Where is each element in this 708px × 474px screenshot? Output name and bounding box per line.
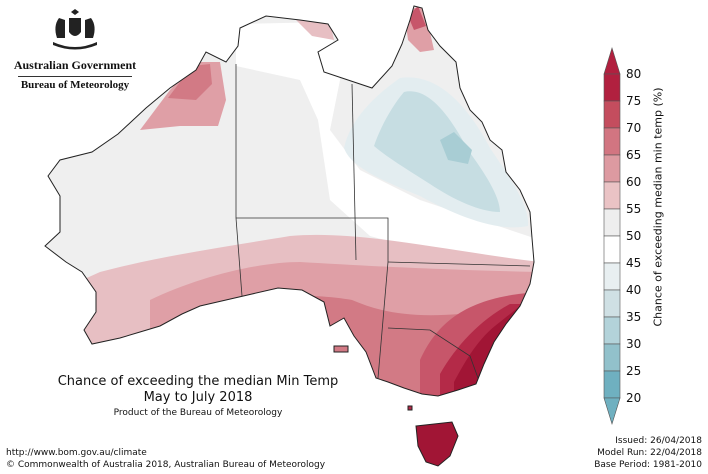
footer-left: http://www.bom.gov.au/climate © Commonwe…: [6, 447, 325, 471]
government-logo: Australian Government Bureau of Meteorol…: [10, 8, 140, 91]
legend-swatch: [603, 316, 621, 345]
border-nt-qld: [351, 83, 357, 261]
caption-title: Chance of exceeding the median Min Temp: [57, 374, 339, 389]
zone-50-55-north: [236, 22, 534, 266]
coat-of-arms-icon: [53, 9, 97, 50]
legend-tick-label: 35: [626, 310, 641, 324]
footer-model-run: Model Run: 22/04/2018: [597, 448, 702, 458]
legend-swatch: [603, 289, 621, 318]
legend-tick-label: 25: [626, 364, 641, 378]
legend-swatch: [603, 100, 621, 129]
legend-tick-label: 50: [626, 229, 641, 243]
legend-tick-label: 60: [626, 175, 641, 189]
government-label: Australian Government: [13, 58, 137, 72]
legend-swatch: [603, 73, 621, 102]
footer-url: http://www.bom.gov.au/climate: [6, 448, 147, 458]
legend-tick-label: 20: [626, 391, 641, 405]
legend-swatch: [603, 262, 621, 291]
logo-divider: [18, 76, 132, 77]
legend-tick-label: 55: [626, 202, 641, 216]
border-nt-sa: [236, 217, 389, 262]
border-nsw-vic: [387, 327, 479, 379]
footer-issued: Issued: 26/04/2018: [615, 436, 702, 446]
map-caption: Chance of exceeding the median Min Temp …: [20, 374, 376, 418]
kangaroo-island: [333, 345, 349, 353]
tasmania-island: [415, 421, 459, 467]
legend-swatch: [603, 154, 621, 183]
zone-55-60-top: [296, 20, 334, 40]
legend-tick-label: 30: [626, 337, 641, 351]
zone-30-35: [440, 132, 472, 164]
legend-swatch: [603, 370, 621, 399]
legend-tick-label: 70: [626, 121, 641, 135]
legend-arrow-up: [603, 46, 621, 75]
zone-35-40: [374, 91, 500, 212]
king-island: [407, 405, 413, 411]
legend-swatch: [603, 181, 621, 210]
legend-axis-label: Chance of exceeding median min temp (%): [651, 87, 665, 327]
zone-65-70-north-west: [168, 64, 212, 100]
border-sa-nsw: [387, 261, 531, 267]
legend-swatch: [603, 235, 621, 264]
legend-swatch: [603, 343, 621, 372]
bureau-label: Bureau of Meteorology: [20, 79, 130, 91]
state-borders: [235, 64, 531, 379]
legend-scale-bar: [603, 46, 621, 426]
caption-product: Product of the Bureau of Meteorology: [113, 408, 283, 418]
border-sa-vic: [377, 261, 389, 379]
footer-copyright: © Commonwealth of Australia 2018, Austra…: [6, 460, 326, 470]
footer-base-period: Base Period: 1981-2010: [594, 460, 702, 470]
legend-swatch: [603, 208, 621, 237]
legend-tick-labels: 80 75 70 65 60 55 50 45 40 35 30 25 20: [626, 67, 641, 405]
legend-tick-label: 75: [626, 94, 641, 108]
legend-arrow-down: [603, 397, 621, 426]
legend-swatch: [603, 127, 621, 156]
legend-tick-label: 65: [626, 148, 641, 162]
mainland-coastline: [44, 5, 535, 397]
colour-legend: 80 75 70 65 60 55 50 45 40 35 30 25 20: [603, 46, 641, 426]
legend-tick-label: 40: [626, 283, 641, 297]
tasmania: [333, 345, 459, 467]
footer-right: Issued: 26/04/2018 Model Run: 22/04/2018…: [594, 435, 702, 471]
legend-tick-label: 80: [626, 67, 641, 81]
caption-period: May to July 2018: [143, 390, 253, 405]
legend-tick-label: 45: [626, 256, 641, 270]
